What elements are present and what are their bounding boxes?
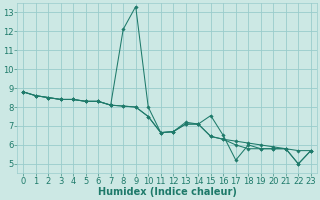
X-axis label: Humidex (Indice chaleur): Humidex (Indice chaleur) bbox=[98, 187, 236, 197]
